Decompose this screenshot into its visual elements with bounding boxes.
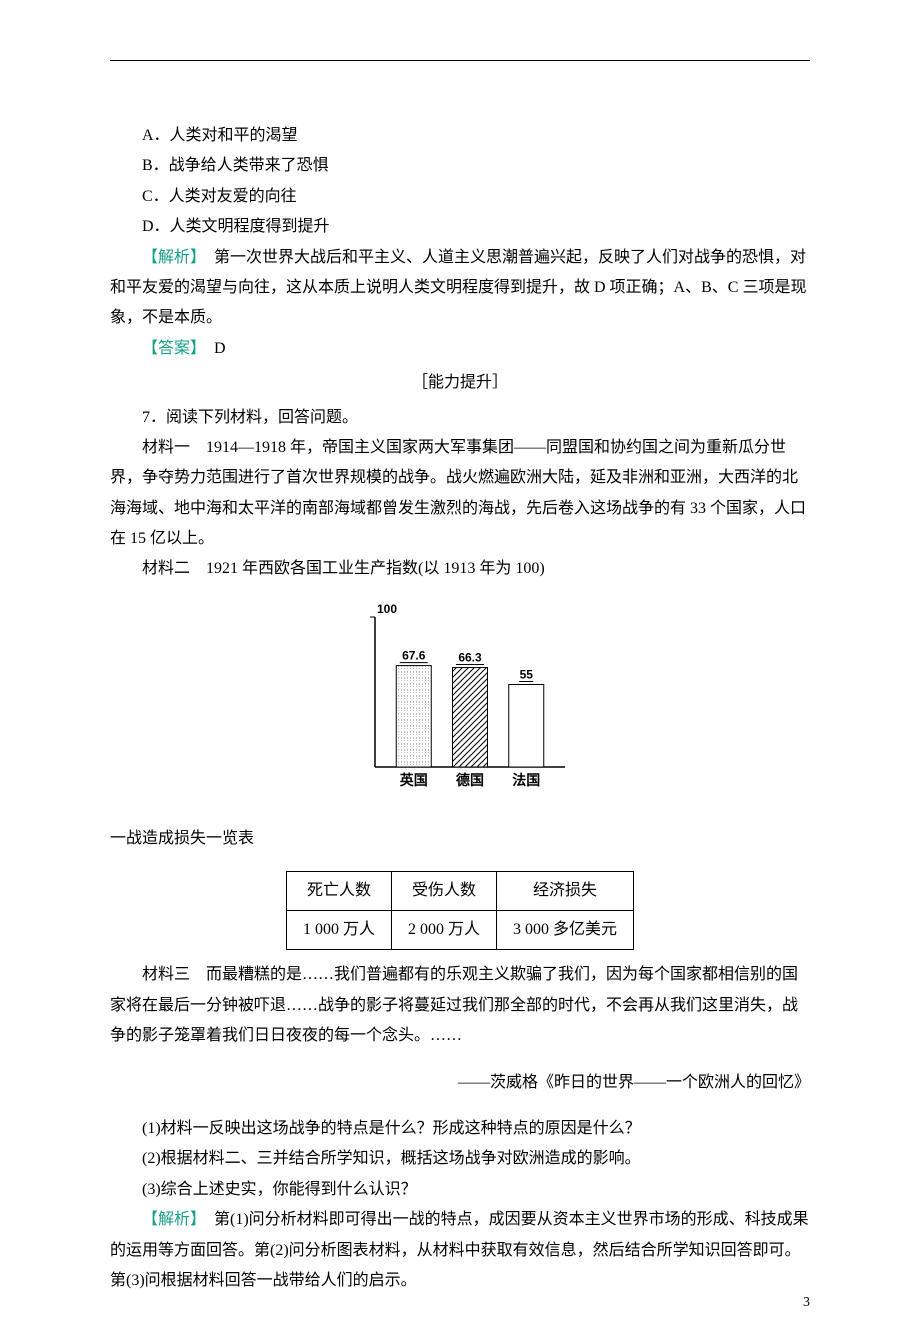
answer-label: 【答案】 xyxy=(142,340,198,357)
material-3-source: ——茨威格《昨日的世界——一个欧洲人的回忆》 xyxy=(110,1068,810,1098)
svg-text:55: 55 xyxy=(520,667,534,681)
ability-section-title: ［能力提升］ xyxy=(110,368,810,398)
answer-line: 【答案】 D xyxy=(110,334,810,364)
analysis-2-text: 第(1)问分析材料即可得出一战的特点，成因要从资本主义世界市场的形成、科技成果的… xyxy=(110,1211,809,1289)
material-1: 材料一 1914—1918 年，帝国主义国家两大军事集团——同盟国和协约国之间为… xyxy=(110,433,810,555)
option-a: A．人类对和平的渴望 xyxy=(110,121,810,151)
subq-1: (1)材料一反映出这场战争的特点是什么？形成这种特点的原因是什么？ xyxy=(110,1114,810,1144)
bar-chart: 100 67.6 英国 66.3 德国 55 法国 xyxy=(335,597,585,808)
material-3: 材料三 而最糟糕的是……我们普遍都有的乐观主义欺骗了我们，因为每个国家都相信别的… xyxy=(110,960,810,1051)
bar-chart-svg: 100 67.6 英国 66.3 德国 55 法国 xyxy=(335,597,585,797)
svg-text:100: 100 xyxy=(377,602,397,616)
svg-text:67.6: 67.6 xyxy=(402,648,426,662)
loss-th-3: 经济损失 xyxy=(497,871,634,910)
option-d: D．人类文明程度得到提升 xyxy=(110,212,810,242)
analysis-1-label: 【解析】 xyxy=(142,249,198,266)
svg-text:66.3: 66.3 xyxy=(458,650,482,664)
loss-th-1: 死亡人数 xyxy=(286,871,391,910)
svg-text:德国: 德国 xyxy=(456,772,484,789)
option-b: B．战争给人类带来了恐惧 xyxy=(110,151,810,181)
answer-value: D xyxy=(198,340,226,357)
svg-text:法国: 法国 xyxy=(512,772,540,789)
analysis-1: 【解析】 第一次世界大战后和平主义、人道主义思潮普遍兴起，反映了人们对战争的恐惧… xyxy=(110,243,810,334)
subq-2: (2)根据材料二、三并结合所学知识，概括这场战争对欧洲造成的影响。 xyxy=(110,1144,810,1174)
loss-table-data-row: 1 000 万人 2 000 万人 3 000 多亿美元 xyxy=(286,911,633,950)
top-rule xyxy=(110,60,810,61)
material-2-intro: 材料二 1921 年西欧各国工业生产指数(以 1913 年为 100) xyxy=(110,554,810,584)
loss-table-header-row: 死亡人数 受伤人数 经济损失 xyxy=(286,871,633,910)
option-c: C．人类对友爱的向往 xyxy=(110,182,810,212)
analysis-2: 【解析】 第(1)问分析材料即可得出一战的特点，成因要从资本主义世界市场的形成、… xyxy=(110,1205,810,1296)
page-number: 3 xyxy=(803,1290,810,1317)
q7-stem: 7．阅读下列材料，回答问题。 xyxy=(110,403,810,433)
loss-td-2: 2 000 万人 xyxy=(391,911,496,950)
loss-td-1: 1 000 万人 xyxy=(286,911,391,950)
analysis-1-text: 第一次世界大战后和平主义、人道主义思潮普遍兴起，反映了人们对战争的恐惧，对和平友… xyxy=(110,249,806,327)
subq-3: (3)综合上述史实，你能得到什么认识？ xyxy=(110,1175,810,1205)
loss-table-title: 一战造成损失一览表 xyxy=(110,824,810,854)
loss-table: 死亡人数 受伤人数 经济损失 1 000 万人 2 000 万人 3 000 多… xyxy=(286,871,634,951)
svg-text:英国: 英国 xyxy=(399,772,428,789)
loss-td-3: 3 000 多亿美元 xyxy=(497,911,634,950)
analysis-2-label: 【解析】 xyxy=(142,1211,198,1228)
loss-th-2: 受伤人数 xyxy=(391,871,496,910)
